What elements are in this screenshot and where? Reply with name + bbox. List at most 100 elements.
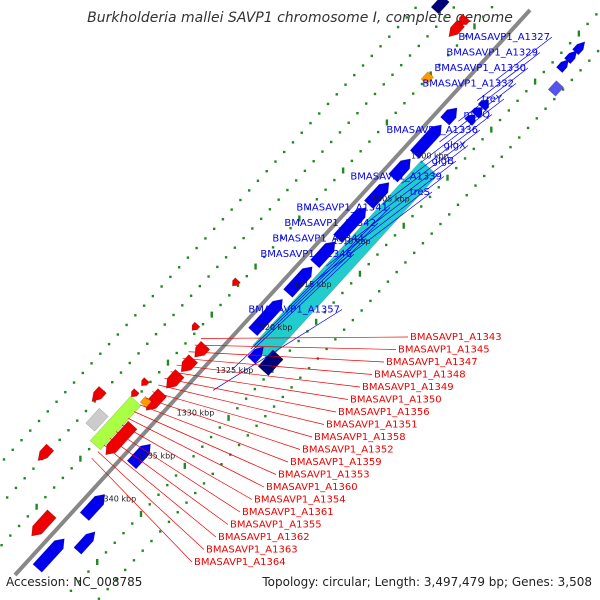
- dot: [263, 255, 266, 259]
- blue-leader-line: [401, 114, 493, 184]
- dot: [338, 131, 342, 134]
- dot: [395, 270, 398, 274]
- dot: [361, 64, 365, 67]
- dot: [490, 126, 493, 133]
- dot: [315, 198, 319, 201]
- blue-leader-line: [212, 309, 343, 391]
- dot: [166, 483, 169, 487]
- dot: [125, 323, 128, 327]
- dot: [37, 419, 41, 423]
- backbone: [13, 8, 532, 577]
- dot: [154, 332, 158, 336]
- blue-gene-label: malQ: [463, 110, 490, 121]
- dot: [256, 179, 260, 182]
- dot: [561, 88, 565, 91]
- dot: [377, 290, 381, 293]
- dot: [97, 597, 101, 600]
- dot: [349, 282, 353, 285]
- dot: [228, 294, 231, 297]
- dot: [342, 328, 346, 331]
- dot: [157, 493, 160, 496]
- blue-gene-label: BMASAVP1_A1341: [296, 203, 388, 214]
- dot: [588, 59, 591, 62]
- dot: [198, 284, 202, 288]
- dot: [186, 256, 190, 259]
- blue-gene-label: BMASAVP1_A1342: [284, 218, 376, 229]
- dot: [247, 189, 251, 192]
- dot: [428, 195, 432, 199]
- dot: [131, 522, 134, 525]
- dot: [435, 25, 438, 28]
- red-leader-line: [188, 351, 385, 363]
- dot: [286, 188, 289, 192]
- dot: [369, 299, 372, 303]
- dot: [568, 41, 572, 45]
- dot: [329, 140, 333, 144]
- tick-label: 1335 kbp: [138, 452, 176, 461]
- forward-gene-arrow: [572, 41, 586, 56]
- dot: [17, 524, 21, 528]
- dot: [107, 342, 111, 346]
- orange-gene-block-top: [420, 71, 435, 85]
- dot: [430, 232, 433, 235]
- reverse-gene-arrow: [31, 509, 57, 537]
- backbone-line: [13, 8, 532, 577]
- dot: [405, 16, 409, 19]
- dot: [465, 193, 468, 197]
- dot: [70, 467, 73, 470]
- dot: [183, 462, 186, 469]
- dot: [579, 69, 582, 72]
- dot: [420, 205, 423, 208]
- dot: [402, 222, 405, 229]
- dot: [481, 138, 484, 141]
- dot: [139, 510, 143, 517]
- dot: [437, 186, 440, 189]
- dot: [577, 30, 581, 37]
- dot: [219, 303, 222, 307]
- dot: [595, 13, 598, 16]
- dot: [194, 491, 197, 495]
- dot: [233, 246, 237, 249]
- dot: [79, 455, 82, 462]
- dot: [46, 410, 49, 413]
- reverse-gene-arrow: [37, 443, 55, 462]
- dot: [185, 501, 188, 504]
- dot: [253, 387, 257, 391]
- blue-leader-line: [269, 222, 379, 329]
- dot: [411, 214, 414, 218]
- dot: [490, 5, 494, 9]
- blue-gene-label: BMASAVP1_A1330: [434, 63, 526, 74]
- dot: [360, 309, 363, 312]
- red-leader-line: [115, 431, 241, 513]
- dot: [291, 141, 295, 144]
- blue-leader-line: [363, 145, 469, 226]
- topology-text: Topology: circular; Length: 3,497,479 bp…: [261, 575, 592, 589]
- green-gene-block-shape: [89, 395, 142, 451]
- red-leader-line: [152, 391, 313, 438]
- dot: [483, 174, 486, 178]
- dot: [421, 242, 425, 245]
- dot: [87, 447, 91, 451]
- dot: [189, 294, 193, 297]
- dot: [393, 234, 397, 237]
- blue-gene-label: BMASAVP1_A1332: [422, 79, 514, 90]
- dot: [333, 178, 336, 182]
- dot: [324, 188, 327, 191]
- dot: [11, 448, 14, 452]
- reverse-gene-arrow: [141, 377, 150, 387]
- dot: [359, 150, 362, 153]
- forward-gene-arrow: [332, 207, 367, 244]
- orange-gene-block-top-shape: [420, 71, 435, 85]
- dot: [122, 531, 125, 535]
- red-gene-label: BMASAVP1_A1354: [254, 495, 346, 506]
- red-gene-label: BMASAVP1_A1362: [218, 532, 310, 543]
- dot: [255, 424, 258, 427]
- dot: [274, 160, 277, 163]
- dot: [386, 280, 390, 283]
- dot: [149, 380, 152, 384]
- dot: [456, 203, 460, 207]
- dot: [142, 304, 146, 307]
- dot: [84, 409, 88, 413]
- dot: [535, 117, 538, 120]
